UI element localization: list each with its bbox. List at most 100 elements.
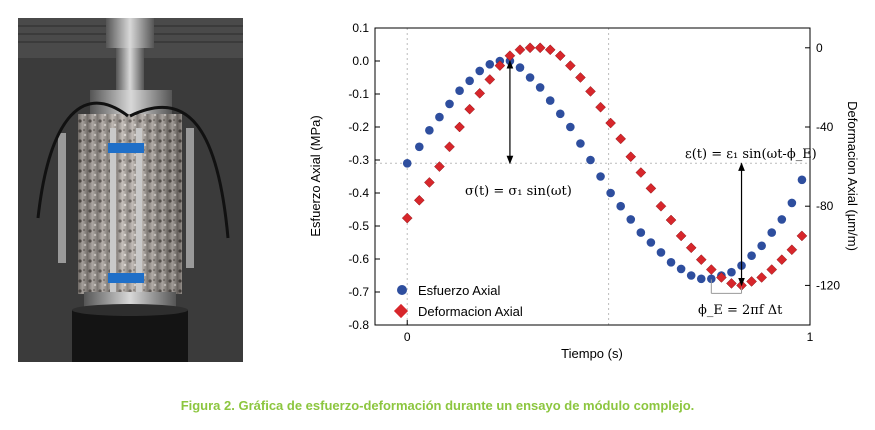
legend-marker-strain xyxy=(393,303,409,319)
phase-equation: ϕ_E = 2πf Δt xyxy=(698,303,783,318)
stress-point xyxy=(545,96,555,105)
strain-point xyxy=(605,117,616,129)
y-tick-label: 0.1 xyxy=(352,21,369,35)
stress-point xyxy=(465,76,474,86)
stress-point xyxy=(566,122,575,132)
stress-point xyxy=(797,175,807,185)
strain-point xyxy=(484,74,496,85)
strain-equation: ε(t) = ε₁ sin(ωt-ϕ_E) xyxy=(685,147,817,162)
legend-label-stress: Esfuerzo Axial xyxy=(418,283,500,298)
stress-point xyxy=(435,112,444,122)
stress-point xyxy=(485,60,495,69)
strain-point xyxy=(413,194,425,206)
strain-point xyxy=(705,264,717,275)
stress-point xyxy=(415,142,424,152)
strain-point xyxy=(615,133,627,145)
legend-marker-stress xyxy=(397,285,407,295)
stress-point xyxy=(515,63,525,72)
stress-point xyxy=(425,126,434,135)
y2-tick-label: 0 xyxy=(816,41,823,55)
strain-point xyxy=(766,264,778,275)
stress-point xyxy=(586,155,595,165)
strain-point xyxy=(786,244,798,256)
strain-point xyxy=(655,200,667,212)
strain-point xyxy=(514,44,526,56)
strain-point xyxy=(454,121,465,133)
stress-point xyxy=(757,241,766,251)
stress-point xyxy=(596,172,605,181)
annotation-arrows xyxy=(506,60,745,294)
strain-point xyxy=(424,177,435,188)
y-tick-label: -0.6 xyxy=(348,252,369,266)
figure-caption: Figura 2. Gráfica de esfuerzo-deformació… xyxy=(180,398,695,413)
stress-point xyxy=(666,258,676,267)
strain-point xyxy=(716,272,727,283)
strain-point xyxy=(474,87,486,99)
strain-point xyxy=(635,167,647,178)
strain-point xyxy=(726,278,737,289)
strain-point xyxy=(585,86,596,97)
strain-point xyxy=(746,276,757,287)
strain-point xyxy=(494,60,506,71)
strain-point xyxy=(464,103,476,115)
strain-point xyxy=(554,50,566,62)
y-axis-label: Esfuerzo Axial (MPa) xyxy=(308,115,323,236)
strain-point xyxy=(524,42,536,54)
strain-point xyxy=(776,254,788,266)
stress-point xyxy=(475,66,485,76)
chart-svg: 0.1 0.0 -0.1 -0.2 -0.3 -0.4 -0.5 -0.6 -0.7 -0.8 0 -… xyxy=(308,21,860,361)
strain-point xyxy=(675,230,687,242)
y-tick-label: -0.1 xyxy=(348,87,369,101)
stress-point xyxy=(535,83,545,92)
strain-point xyxy=(444,141,455,153)
strain-point xyxy=(665,214,677,226)
legend: Esfuerzo Axial Deformacion Axial xyxy=(393,283,523,319)
strain-point xyxy=(685,242,697,254)
y2-tick-label: -80 xyxy=(816,199,834,213)
strain-point xyxy=(434,161,445,172)
stress-point xyxy=(402,159,412,168)
stress-point xyxy=(686,271,696,280)
strain-point xyxy=(564,60,576,71)
y-tick-label: -0.3 xyxy=(348,153,369,167)
stress-point xyxy=(747,251,756,260)
stress-point xyxy=(707,274,716,284)
stress-point xyxy=(777,215,787,224)
strain-point xyxy=(756,272,768,283)
strain-point xyxy=(796,230,808,242)
y-tick-label: -0.5 xyxy=(348,219,369,233)
plot-frame xyxy=(374,27,811,326)
grid-lines xyxy=(375,28,811,325)
y2-axis-label: Deformacion Axial (µm/m) xyxy=(845,101,860,251)
y2-tick-label: -40 xyxy=(816,120,834,134)
stress-point xyxy=(636,228,646,237)
specimen-photo xyxy=(18,18,243,362)
strain-point xyxy=(645,183,657,194)
axis-ticks: 0.1 0.0 -0.1 -0.2 -0.3 -0.4 -0.5 -0.6 -0.7 -0.8 0 -… xyxy=(348,21,840,344)
strain-point xyxy=(401,212,413,224)
x-tick-label: 1 xyxy=(807,330,814,344)
stress-point xyxy=(576,139,585,148)
stress-point xyxy=(787,198,797,208)
stress-point xyxy=(555,109,565,119)
data-marks xyxy=(401,42,808,291)
stress-point xyxy=(445,99,454,109)
stress-point xyxy=(606,188,615,198)
specimen-photo-drawing xyxy=(18,18,243,362)
y-tick-label: 0.0 xyxy=(352,54,369,68)
x-tick-label: 0 xyxy=(404,330,411,344)
stress-point xyxy=(525,73,535,82)
stress-point xyxy=(696,274,706,284)
stress-point xyxy=(676,264,686,274)
stress-equation: σ(t) = σ₁ sin(ωt) xyxy=(465,184,572,199)
legend-label-strain: Deformacion Axial xyxy=(418,304,523,319)
stress-point xyxy=(455,86,464,95)
y-tick-label: -0.8 xyxy=(348,318,369,332)
strain-point xyxy=(625,151,637,163)
y-tick-label: -0.7 xyxy=(348,285,369,299)
strain-point xyxy=(695,254,707,266)
stress-point xyxy=(616,201,625,211)
stress-strain-chart: 0.1 0.0 -0.1 -0.2 -0.3 -0.4 -0.5 -0.6 -0.7 -0.8 0 -… xyxy=(300,10,860,370)
strain-point xyxy=(534,42,546,54)
stress-point xyxy=(727,267,736,277)
